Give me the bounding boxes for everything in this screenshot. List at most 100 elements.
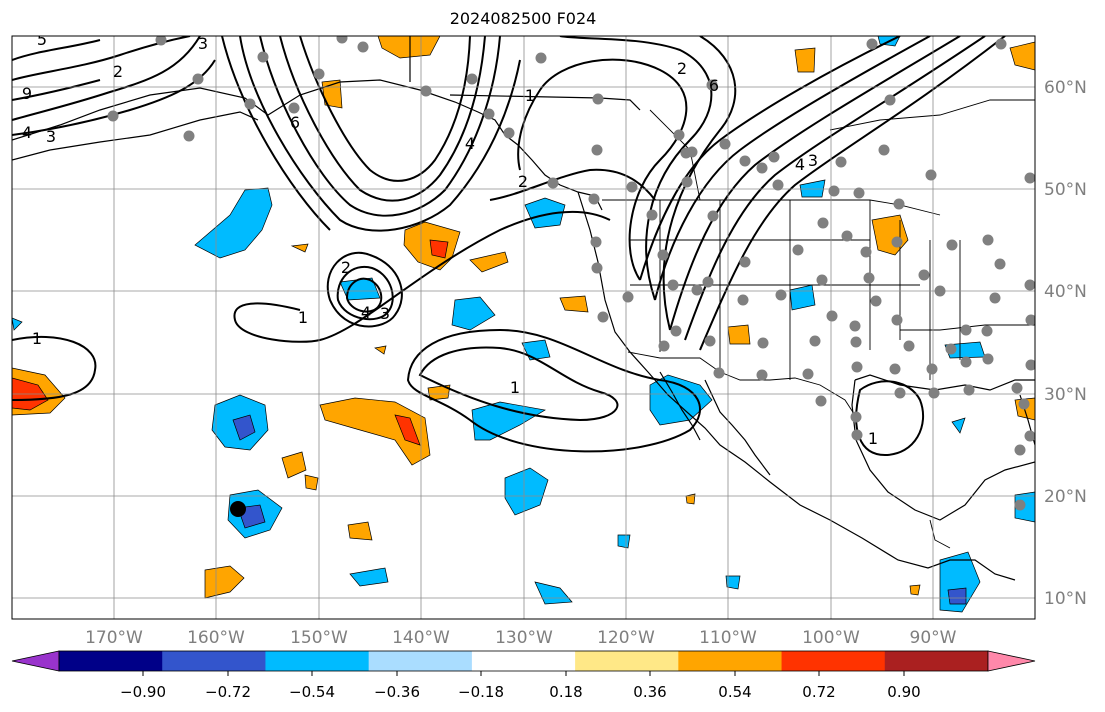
contour-label: 6 bbox=[709, 76, 719, 95]
contour-label: 9 bbox=[22, 84, 32, 103]
contour-label: 1 bbox=[510, 378, 520, 397]
contour-label: 1 bbox=[32, 329, 42, 348]
orange-region bbox=[377, 36, 441, 59]
lat-label: 40°N bbox=[1044, 282, 1087, 302]
orange-region bbox=[1009, 41, 1035, 71]
blue-region bbox=[534, 581, 573, 605]
contour-label: 2 bbox=[341, 258, 351, 277]
contour-label: 2 bbox=[677, 59, 687, 78]
red-core bbox=[429, 239, 449, 259]
lon-label: 100°W bbox=[802, 628, 860, 648]
orange-region bbox=[290, 243, 309, 253]
colorbar-segment bbox=[471, 651, 576, 671]
orange-region bbox=[685, 493, 696, 505]
colorbar-tick-label: 0.72 bbox=[802, 683, 835, 701]
dark-blue-core bbox=[232, 414, 256, 441]
gridlines bbox=[12, 36, 1035, 619]
contour-label: 4 bbox=[465, 134, 475, 153]
lon-label: 140°W bbox=[392, 628, 450, 648]
blue-region bbox=[12, 317, 23, 331]
contour-label: 5 bbox=[37, 30, 47, 49]
contour-label: 1 bbox=[868, 429, 878, 448]
colorbar-tick-labels: −0.90 −0.72 −0.54 −0.36 −0.18 0.18 0.36 … bbox=[120, 683, 921, 701]
orange-region bbox=[559, 295, 589, 313]
blue-region bbox=[799, 179, 826, 198]
colorbar-segment bbox=[678, 651, 783, 671]
orange-region bbox=[347, 521, 373, 541]
station-markers bbox=[107, 36, 1035, 511]
latitude-labels: 60°N 50°N 40°N 30°N 20°N 10°N bbox=[1044, 78, 1087, 609]
colorbar-tick-label: −0.18 bbox=[458, 683, 504, 701]
contour-label: 3 bbox=[808, 151, 818, 170]
lat-label: 10°N bbox=[1044, 589, 1087, 609]
map-frame bbox=[11, 35, 1036, 620]
orange-region bbox=[281, 451, 307, 479]
colorbar-under-triangle bbox=[11, 650, 60, 672]
colorbar-tick-label: 0.18 bbox=[549, 683, 582, 701]
colorbar-tick-label: −0.90 bbox=[120, 683, 166, 701]
colorbar-tick-label: 0.54 bbox=[718, 683, 751, 701]
lat-label: 20°N bbox=[1044, 487, 1087, 507]
colorbar-tick-label: −0.72 bbox=[205, 683, 251, 701]
colorbar-segment bbox=[575, 651, 679, 671]
colorbar-tick-label: −0.54 bbox=[289, 683, 335, 701]
contour-label: 2 bbox=[518, 172, 528, 191]
blue-region bbox=[451, 296, 496, 331]
blue-region bbox=[725, 575, 741, 590]
contour-label: 3 bbox=[198, 34, 208, 53]
colorbar-segment bbox=[162, 651, 266, 671]
blue-region bbox=[524, 197, 566, 229]
map-title: 2024082500 F024 bbox=[449, 9, 597, 28]
contour-label: 4 bbox=[795, 155, 805, 174]
map-area: 5 3 2 9 4 3 6 1 4 2 6 2 4 3 2 1 4 3 1 1 … bbox=[12, 30, 1035, 619]
blue-region bbox=[194, 187, 273, 259]
colorbar: −0.90 −0.72 −0.54 −0.36 −0.18 0.18 0.36 … bbox=[11, 650, 1036, 701]
colorbar-ticks bbox=[142, 671, 905, 676]
lon-label: 150°W bbox=[290, 628, 348, 648]
orange-region bbox=[374, 345, 387, 355]
colorbar-segment bbox=[368, 651, 473, 671]
lon-label: 90°W bbox=[910, 628, 957, 648]
contour-label: 6 bbox=[290, 113, 300, 132]
dark-blue-core bbox=[947, 587, 967, 605]
blue-region bbox=[349, 567, 389, 587]
red-core bbox=[394, 414, 421, 446]
colorbar-segment bbox=[265, 651, 370, 671]
lat-label: 30°N bbox=[1044, 385, 1087, 405]
colorbar-over-triangle bbox=[987, 650, 1036, 672]
colorbar-tick-label: −0.36 bbox=[374, 683, 420, 701]
lon-label: 110°W bbox=[699, 628, 757, 648]
lat-label: 60°N bbox=[1044, 78, 1087, 98]
colorbar-tick-label: 0.90 bbox=[887, 683, 920, 701]
contour-label: 1 bbox=[298, 308, 308, 327]
contour-label: 3 bbox=[46, 127, 56, 146]
location-marker bbox=[230, 501, 246, 517]
orange-region bbox=[469, 251, 509, 273]
orange-region bbox=[909, 584, 921, 596]
contour-lines bbox=[12, 36, 1006, 457]
ocean-background bbox=[12, 36, 1035, 619]
blue-region bbox=[504, 467, 549, 516]
contour-label: 4 bbox=[22, 123, 32, 142]
longitude-labels: 170°W 160°W 150°W 140°W 130°W 120°W 110°… bbox=[85, 628, 957, 648]
contour-label: 2 bbox=[113, 62, 123, 81]
contour-labels: 5 3 2 9 4 3 6 1 4 2 6 2 4 3 2 1 4 3 1 1 … bbox=[22, 30, 878, 448]
colorbar-segments bbox=[58, 650, 989, 672]
lat-label: 50°N bbox=[1044, 180, 1087, 200]
lon-label: 170°W bbox=[85, 628, 143, 648]
orange-region bbox=[304, 474, 319, 491]
lon-label: 130°W bbox=[495, 628, 553, 648]
lon-label: 120°W bbox=[597, 628, 655, 648]
orange-region bbox=[204, 565, 245, 599]
lon-label: 160°W bbox=[187, 628, 245, 648]
blue-region bbox=[951, 417, 966, 434]
blue-region bbox=[617, 534, 631, 549]
contour-label: 4 bbox=[361, 303, 371, 322]
orange-region bbox=[794, 47, 816, 73]
contour-label: 1 bbox=[525, 86, 535, 105]
colorbar-segment bbox=[781, 651, 886, 671]
colorbar-segment bbox=[59, 651, 163, 671]
colorbar-tick-label: 0.36 bbox=[633, 683, 666, 701]
contour-label: 3 bbox=[380, 304, 390, 323]
